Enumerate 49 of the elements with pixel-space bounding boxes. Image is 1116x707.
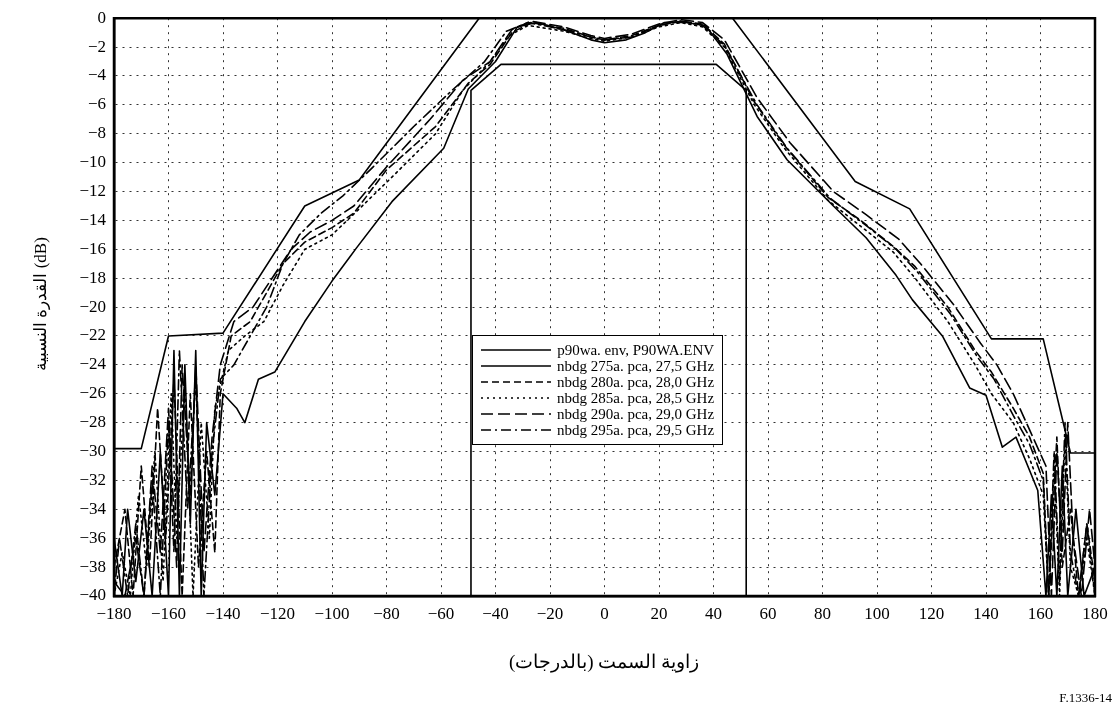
x-axis-title: زاوية السمت (بالدرجات) [508,650,700,673]
x-tick-label: 180 [1082,603,1108,623]
y-tick-label: −18 [79,267,106,287]
y-tick-label: −30 [79,441,106,461]
y-tick-label: −10 [79,152,106,172]
x-tick-label: 140 [973,603,999,623]
x-tick-label: −80 [373,603,400,623]
y-tick-label: −8 [87,123,106,143]
y-tick-label: −40 [79,585,106,605]
x-tick-label: −160 [150,603,187,623]
y-axis-title: القدرة النسبية (dB) [29,237,51,371]
y-tick-label: −22 [79,325,106,345]
x-tick-label: −120 [259,603,296,623]
x-tick-label: −40 [482,603,509,623]
y-tick-label: −24 [79,354,107,374]
y-tick-label: −28 [79,412,106,432]
legend-label: nbdg 295a. pca, 29,5 GHz [557,422,715,438]
y-tick-label: −2 [87,36,106,56]
legend-label: nbdg 290a. pca, 29,0 GHz [557,406,715,422]
x-tick-label: 160 [1027,603,1054,623]
x-tick-label: −60 [427,603,455,623]
y-tick-label: −6 [87,94,106,114]
legend-label: nbdg 275a. pca, 27,5 GHz [557,358,715,374]
x-tick-label: −140 [205,603,241,623]
x-tick-label: 120 [918,603,945,623]
y-tick-label: −16 [79,238,106,258]
x-tick-label: 40 [705,603,722,623]
y-tick-label: −12 [79,181,106,201]
y-tick-label: −38 [79,556,106,576]
legend-label: nbdg 285a. pca, 28,5 GHz [557,390,715,406]
y-tick-label: −26 [79,383,106,403]
text: F.1336-14 [1059,690,1112,706]
y-tick-label: −32 [79,469,106,489]
y-tick-label: −4 [87,65,107,85]
x-tick-label: −20 [536,603,564,623]
x-tick-label: 60 [759,603,777,623]
x-tick-label: 80 [814,603,831,623]
y-tick-label: −20 [79,296,106,316]
y-tick-label: 0 [97,7,106,27]
x-tick-label: −180 [96,603,132,623]
x-tick-label: 100 [864,603,890,623]
x-tick-label: 20 [650,603,668,623]
x-tick-label: −100 [314,603,350,623]
y-tick-label: −36 [79,527,106,547]
y-tick-label: −34 [79,498,107,518]
y-tick-label: −14 [79,209,107,229]
legend-label: p90wa. env, P90WA.ENV [557,342,715,358]
x-tick-label: 0 [600,603,609,623]
legend-label: nbdg 280a. pca, 28,0 GHz [557,374,715,390]
